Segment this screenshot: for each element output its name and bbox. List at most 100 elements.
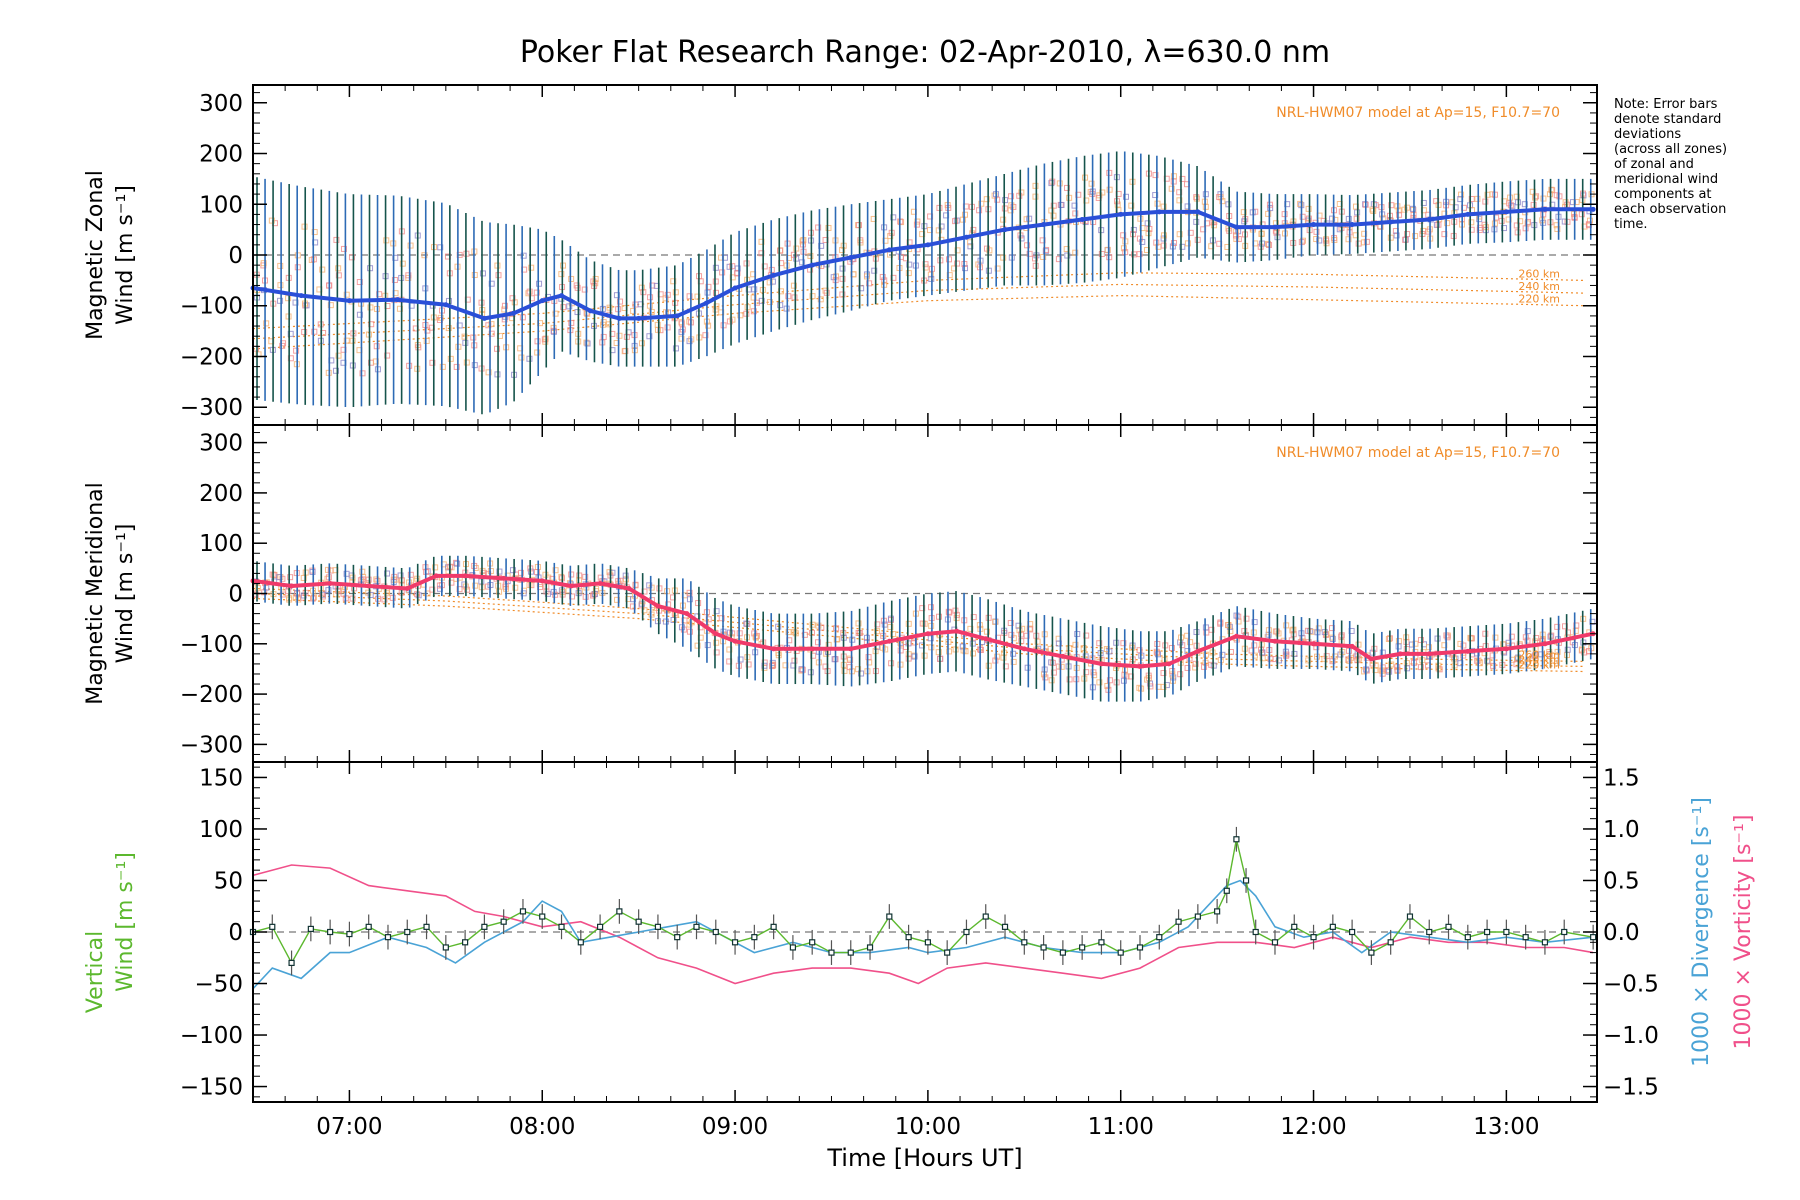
mean-point <box>539 578 545 584</box>
scatter-point <box>1120 232 1127 239</box>
vertical-wind-point <box>1349 928 1356 936</box>
scatter-point <box>791 657 798 664</box>
scatter-point <box>303 302 310 309</box>
vertical-wind-point <box>288 959 295 967</box>
scatter-point <box>1540 195 1547 202</box>
scatter-point <box>1058 202 1065 209</box>
scatter-point <box>1578 211 1585 218</box>
scatter-point <box>1184 240 1191 247</box>
vertical-wind-point <box>1059 949 1066 956</box>
mean-point <box>636 315 642 321</box>
scatter-point <box>528 264 535 271</box>
scatter-point <box>1546 648 1553 655</box>
scatter-point <box>1048 207 1055 214</box>
mean-point <box>771 272 777 278</box>
scatter-point <box>1412 233 1419 240</box>
mean-point <box>1166 661 1172 667</box>
scatter-point <box>1524 659 1531 666</box>
scatter-point <box>349 595 356 602</box>
scatter-point <box>399 260 406 267</box>
scatter-point <box>705 283 712 290</box>
scatter-point <box>906 261 913 268</box>
scatter-point <box>1203 651 1210 658</box>
scatter-point <box>541 336 548 343</box>
note-line: of zonal and <box>1614 157 1694 172</box>
mean-point <box>1060 653 1066 659</box>
scatter-point <box>953 611 960 618</box>
scatter-point <box>332 367 339 374</box>
scatter-point <box>1345 215 1352 222</box>
mean-point <box>404 585 410 591</box>
vertical-wind-point <box>1001 923 1009 930</box>
scatter-point <box>1345 656 1352 663</box>
scatter-point <box>1032 182 1039 189</box>
scatter-point <box>1010 658 1017 665</box>
scatter-point <box>654 618 661 625</box>
model-label-240km: 240 km <box>1518 653 1560 666</box>
scatter-point <box>617 298 624 305</box>
mean-point <box>1368 656 1374 662</box>
scatter-point <box>552 310 559 317</box>
scatter-point <box>285 295 292 302</box>
vertical-wind-point <box>905 934 912 941</box>
y-axis-label: Magnetic Meridional <box>83 482 108 704</box>
scatter-point <box>977 646 984 653</box>
scatter-point <box>1404 665 1411 672</box>
mean-point <box>732 285 738 291</box>
vertical-wind-point <box>1252 928 1259 936</box>
scatter-point <box>799 238 806 245</box>
scatter-point <box>277 297 284 304</box>
vertical-wind-point <box>1522 934 1529 941</box>
scatter-point <box>359 576 366 583</box>
y-tick-label: 300 <box>199 91 243 117</box>
scatter-point <box>485 322 492 329</box>
scatter-point <box>1040 253 1047 260</box>
scatter-point <box>745 286 752 293</box>
y-tick-label: 0 <box>228 920 243 946</box>
scatter-point <box>1136 251 1143 258</box>
scatter-point <box>1219 198 1226 205</box>
figure-title: Poker Flat Research Range: 02-Apr-2010, … <box>520 35 1330 70</box>
scatter-point <box>729 274 736 281</box>
scatter-point <box>713 303 720 310</box>
x-axis-label: Time [Hours UT] <box>826 1144 1022 1172</box>
scatter-point <box>456 586 463 593</box>
mean-point <box>1079 216 1085 222</box>
scatter-point <box>309 567 316 574</box>
mean-point <box>1233 224 1239 230</box>
scatter-point <box>568 571 575 578</box>
y-axis-label: Wind [m s⁻¹] <box>113 852 138 992</box>
scatter-point <box>694 293 701 300</box>
scatter-point <box>1104 682 1111 689</box>
y-axis-label: Vertical <box>83 931 108 1013</box>
scatter-point <box>488 330 495 337</box>
scatter-point <box>1002 663 1009 670</box>
scatter-point <box>1064 252 1071 259</box>
scatter-point <box>616 332 623 339</box>
scatter-point <box>1241 218 1248 225</box>
scatter-point <box>1355 240 1362 247</box>
scatter-point <box>319 593 326 600</box>
scatter-point <box>1128 202 1135 209</box>
scatter-point <box>552 591 559 598</box>
x-tick-label: 12:00 <box>1280 1114 1346 1140</box>
divergence-line <box>252 879 1594 990</box>
mean-point <box>1349 643 1355 649</box>
scatter-point <box>874 621 881 628</box>
scatter-point <box>1026 625 1033 632</box>
scatter-point <box>1179 175 1186 182</box>
mean-point <box>443 302 449 308</box>
scatter-point <box>1468 635 1475 642</box>
mean-point <box>1272 224 1278 230</box>
scatter-point <box>712 289 719 296</box>
vertical-wind-point <box>1426 928 1433 936</box>
scatter-point <box>686 596 693 603</box>
scatter-point <box>1202 624 1209 631</box>
mean-point <box>1272 638 1278 644</box>
scatter-point <box>678 320 685 327</box>
scatter-point <box>285 588 292 595</box>
scatter-point <box>809 621 816 628</box>
scatter-point <box>839 291 846 298</box>
scatter-point <box>1289 627 1296 634</box>
